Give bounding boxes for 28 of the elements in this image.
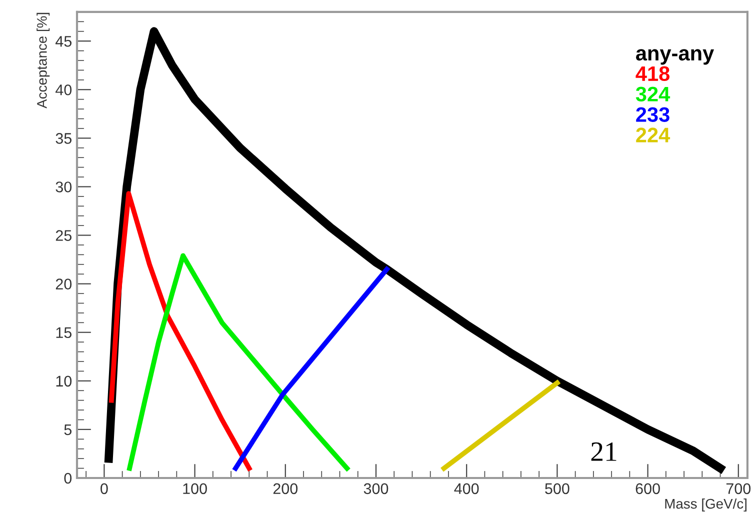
y-tick-label: 15 xyxy=(56,327,72,338)
y-axis-title: Acceptance [%] xyxy=(36,12,50,108)
annotation: 21 xyxy=(591,442,616,461)
text: 418 xyxy=(636,66,670,82)
text: any-any xyxy=(636,49,714,65)
x-tick-label: 100 xyxy=(183,483,207,494)
line-series xyxy=(127,253,350,471)
y-tick-label: 5 xyxy=(64,424,72,436)
y-tick-label: 20 xyxy=(56,278,72,290)
text: 324 xyxy=(636,86,670,102)
y-tick-label: 25 xyxy=(56,230,72,241)
y-tick-label: 35 xyxy=(56,133,72,144)
y-tick-label: 10 xyxy=(56,376,72,387)
x-tick-label: 300 xyxy=(364,483,388,494)
line-series xyxy=(109,191,252,471)
y-tick-label: 45 xyxy=(56,36,72,47)
y-tick-label: 40 xyxy=(56,84,72,96)
x-tick-label: 200 xyxy=(273,483,298,494)
x-axis-title: Mass [GeV/c] xyxy=(665,498,746,512)
text: 233 xyxy=(636,107,670,122)
y-tick-label: 30 xyxy=(56,182,72,192)
x-tick-label: 500 xyxy=(545,483,570,494)
x-tick-label: 400 xyxy=(454,483,479,494)
x-tick-label: 700 xyxy=(726,483,751,494)
text: 224 xyxy=(636,128,670,142)
x-tick-label: 0 xyxy=(100,483,108,494)
y-tick-label: 0 xyxy=(64,472,72,484)
x-tick-label: 600 xyxy=(636,483,660,494)
